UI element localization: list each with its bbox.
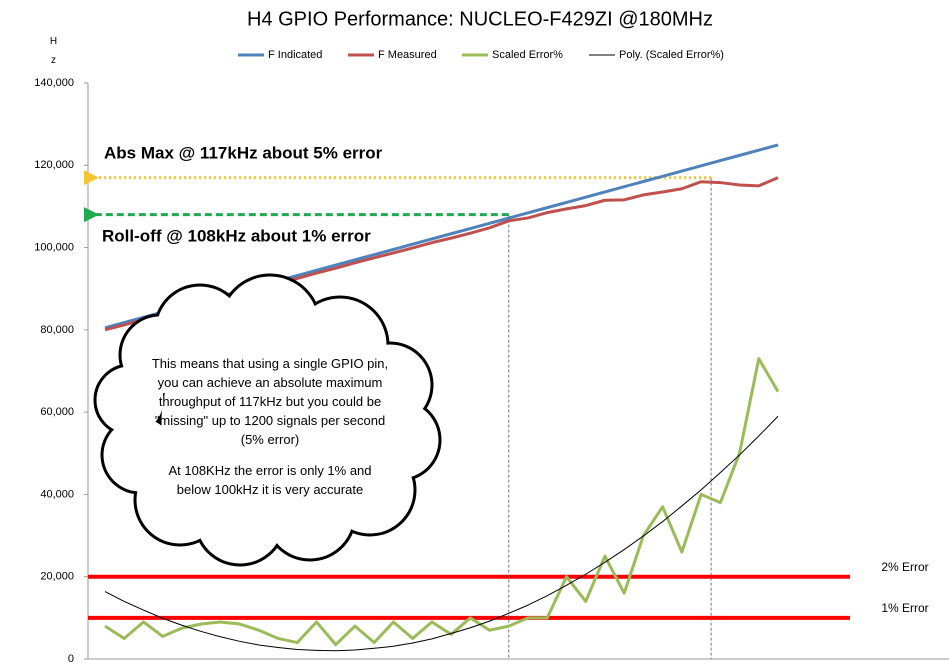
threshold-label: 1% Error [881, 601, 928, 615]
cloud-fill [161, 311, 379, 529]
annotation: Abs Max @ 117kHz about 5% error [104, 143, 383, 162]
y-tick-label: 80,000 [40, 324, 74, 336]
y-tick-label: 0 [68, 653, 74, 665]
series-line [104, 415, 779, 652]
threshold-label: 2% Error [881, 560, 928, 574]
y-axis-label: Hz [48, 36, 59, 74]
chart-title: H4 GPIO Performance: NUCLEO-F429ZI @180M… [247, 8, 713, 30]
y-tick-label: 40,000 [40, 488, 74, 500]
annotation: Roll-off @ 108kHz about 1% error [102, 226, 371, 245]
y-tick-label: 100,000 [34, 241, 74, 253]
cloud [93, 273, 442, 567]
series-line [104, 357, 780, 647]
y-tick-label: 120,000 [34, 159, 74, 171]
y-tick-label: 20,000 [40, 571, 74, 583]
legend-label: F Measured [378, 49, 437, 61]
y-tick-label: 60,000 [40, 406, 74, 418]
legend-label: Poly. (Scaled Error%) [619, 49, 724, 61]
legend-label: F Indicated [268, 49, 322, 61]
cloud-fill [103, 418, 177, 492]
y-tick-label: 140,000 [34, 77, 74, 89]
note-text: This means that using a single GPIO pin,… [151, 356, 389, 447]
note-text: At 108KHz the error is only 1% and below… [168, 463, 372, 497]
note: This means that using a single GPIO pin,… [150, 354, 390, 511]
legend-label: Scaled Error% [492, 49, 563, 61]
